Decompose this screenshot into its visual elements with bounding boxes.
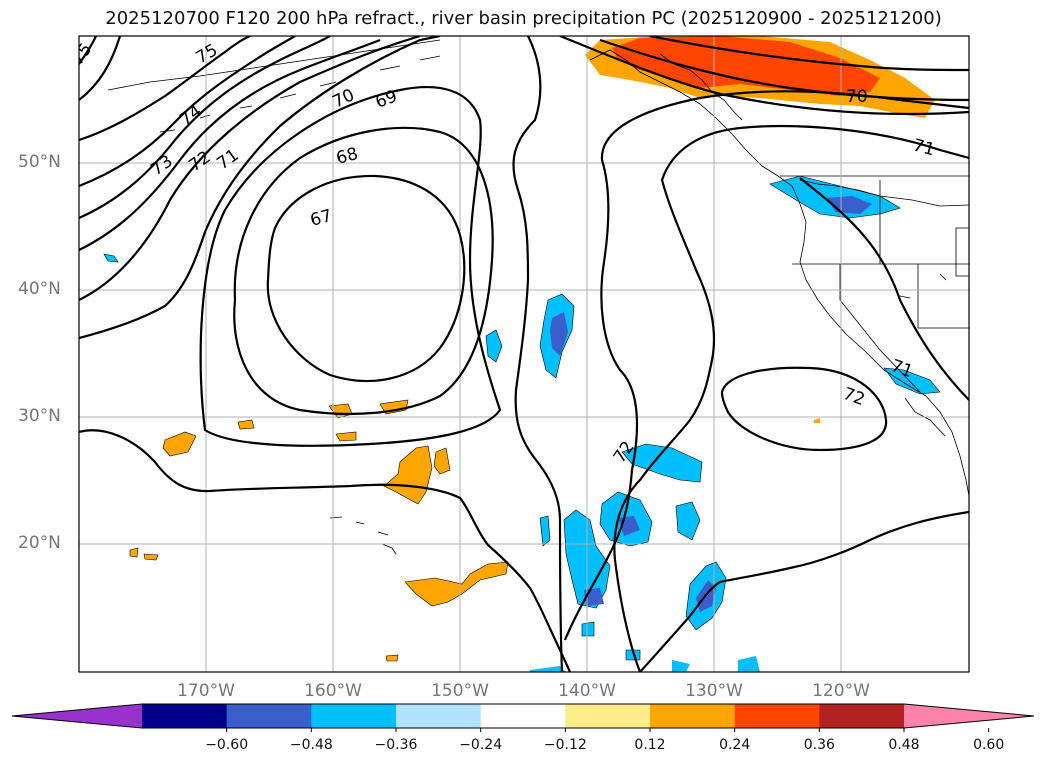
lat-label-40n: 40°N: [18, 279, 61, 299]
lat-label-20n: 20°N: [18, 533, 61, 553]
contour-label-70b: 70: [846, 87, 868, 107]
map-plot-area: 75 75 74 73 72 71 70 69 68 67 70 71 71 7…: [79, 36, 969, 672]
colorbar-extend-low: [12, 704, 142, 728]
colorbar-tick-label: −0.48: [289, 737, 333, 753]
lat-lon-grid: [79, 36, 969, 672]
lat-label-30n: 30°N: [18, 406, 61, 426]
lon-label-160w: 160°W: [304, 681, 362, 701]
colorbar-segment: [734, 704, 820, 728]
map-frame: [78, 35, 970, 673]
colorbar-segment: [226, 704, 312, 728]
lon-label-170w: 170°W: [177, 681, 235, 701]
colorbar-segment: [311, 704, 397, 728]
lon-label-150w: 150°W: [431, 681, 489, 701]
lon-label-120w: 120°W: [812, 681, 870, 701]
colorbar-segment: [819, 704, 905, 728]
negative-precip-shading: [103, 175, 941, 672]
coastlines: [107, 39, 969, 555]
colorbar-segment: [650, 704, 736, 728]
lat-label-50n: 50°N: [18, 152, 61, 172]
refractivity-contours: [79, 36, 969, 672]
colorbar-extend-high: [904, 704, 1034, 728]
colorbar-segment: [142, 704, 228, 728]
colorbar-tick-label: −0.12: [543, 737, 587, 753]
colorbar-segment: [565, 704, 651, 728]
colorbar-tick-label: −0.36: [374, 737, 418, 753]
lon-label-130w: 130°W: [685, 681, 743, 701]
colorbar: [11, 703, 1035, 732]
colorbar-tick-label: 0.12: [634, 737, 666, 753]
colorbar-tick-label: 0.48: [888, 737, 920, 753]
lon-label-140w: 140°W: [558, 681, 616, 701]
colorbar-segment: [480, 704, 566, 728]
colorbar-tick-label: −0.24: [459, 737, 503, 753]
colorbar-segment: [396, 704, 482, 728]
colorbar-tick-label: 0.36: [803, 737, 835, 753]
colorbar-tick-label: −0.60: [205, 737, 249, 753]
map-title: 2025120700 F120 200 hPa refract., river …: [105, 8, 942, 29]
colorbar-tick-label: 0.60: [973, 737, 1005, 753]
colorbar-tick-label: 0.24: [719, 737, 751, 753]
